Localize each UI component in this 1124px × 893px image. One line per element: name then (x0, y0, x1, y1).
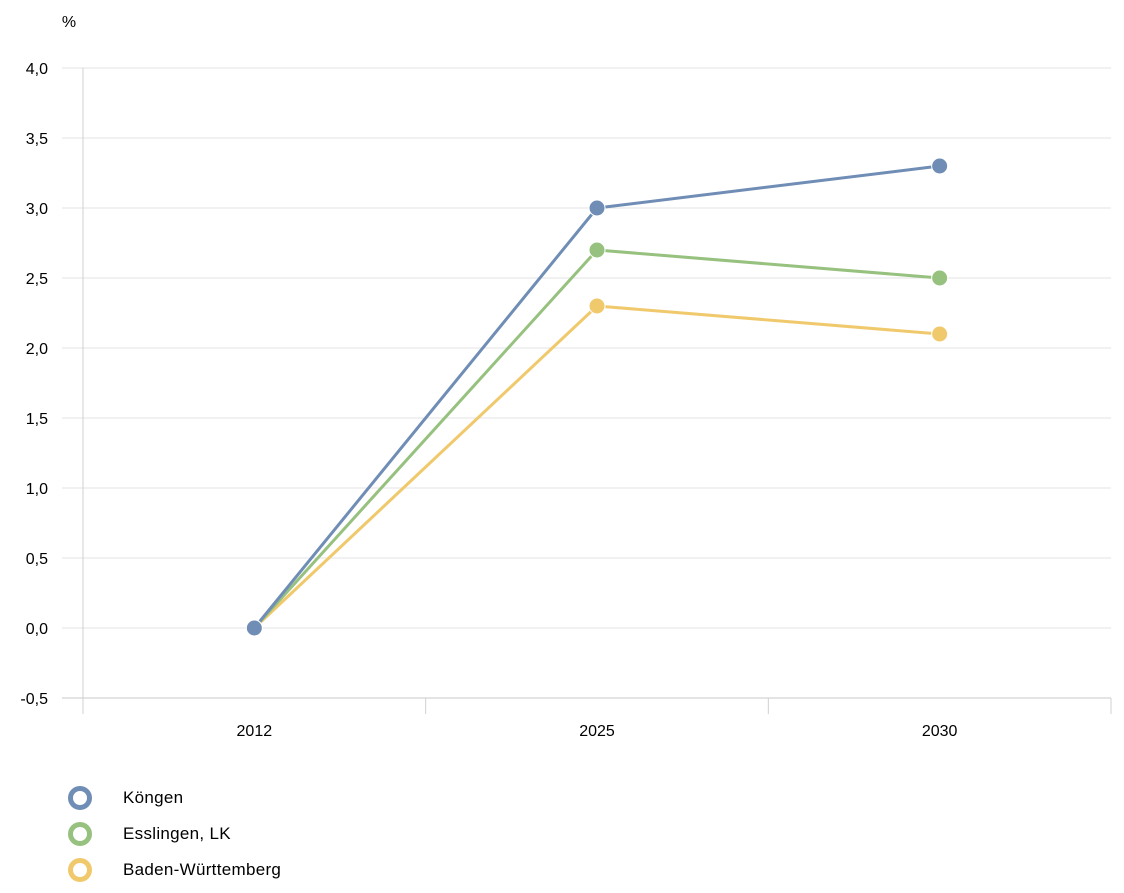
y-tick-label: 2,0 (26, 341, 48, 358)
data-point[interactable] (931, 325, 949, 343)
series-line (253, 164, 940, 629)
legend-marker-icon (68, 858, 92, 882)
y-tick-label: 1,0 (26, 481, 48, 498)
y-tick-label: 2,5 (26, 271, 48, 288)
legend-item[interactable]: Esslingen, LK (68, 816, 768, 852)
data-point[interactable] (588, 241, 606, 259)
y-tick-label: 0,0 (26, 621, 48, 638)
y-tick-label: -0,5 (20, 691, 48, 708)
y-tick-label: 3,5 (26, 131, 48, 148)
gridlines (62, 67, 1111, 699)
y-tick-label: 0,5 (26, 551, 48, 568)
axes: -0,5 0,0 0,5 1,0 1,5 2,0 2,5 3,0 3,5 4,0 2012 2025 2… (20, 61, 1112, 740)
y-axis-unit-label: % (62, 14, 76, 31)
data-point[interactable] (588, 297, 606, 315)
legend-item[interactable]: Baden-Württemberg (68, 852, 768, 888)
x-tick-label: 2030 (922, 723, 958, 740)
data-point[interactable] (931, 269, 949, 287)
legend-label: Köngen (123, 788, 184, 807)
legend-item[interactable]: Köngen (68, 780, 768, 816)
data-point[interactable] (588, 199, 606, 217)
data-point[interactable] (931, 157, 949, 175)
series-line (253, 304, 940, 630)
legend-label: Baden-Württemberg (123, 860, 282, 879)
x-tick-label: 2025 (579, 723, 615, 740)
legend-label: Esslingen, LK (123, 824, 231, 843)
legend-marker-icon (68, 786, 92, 810)
x-tick-label: 2012 (237, 723, 273, 740)
line-chart: % -0,5 0,0 0,5 1,0 1,5 2,0 2,5 3,0 3,5 4,0 2012 202… (20, 14, 1112, 740)
y-tick-label: 3,0 (26, 201, 48, 218)
data-point[interactable] (245, 619, 263, 637)
legend-marker-icon (68, 822, 92, 846)
legend: Köngen Esslingen, LK Baden-Württemberg (68, 780, 768, 888)
series-lines (245, 157, 949, 637)
y-tick-label: 4,0 (26, 61, 48, 78)
y-tick-label: 1,5 (26, 411, 48, 428)
